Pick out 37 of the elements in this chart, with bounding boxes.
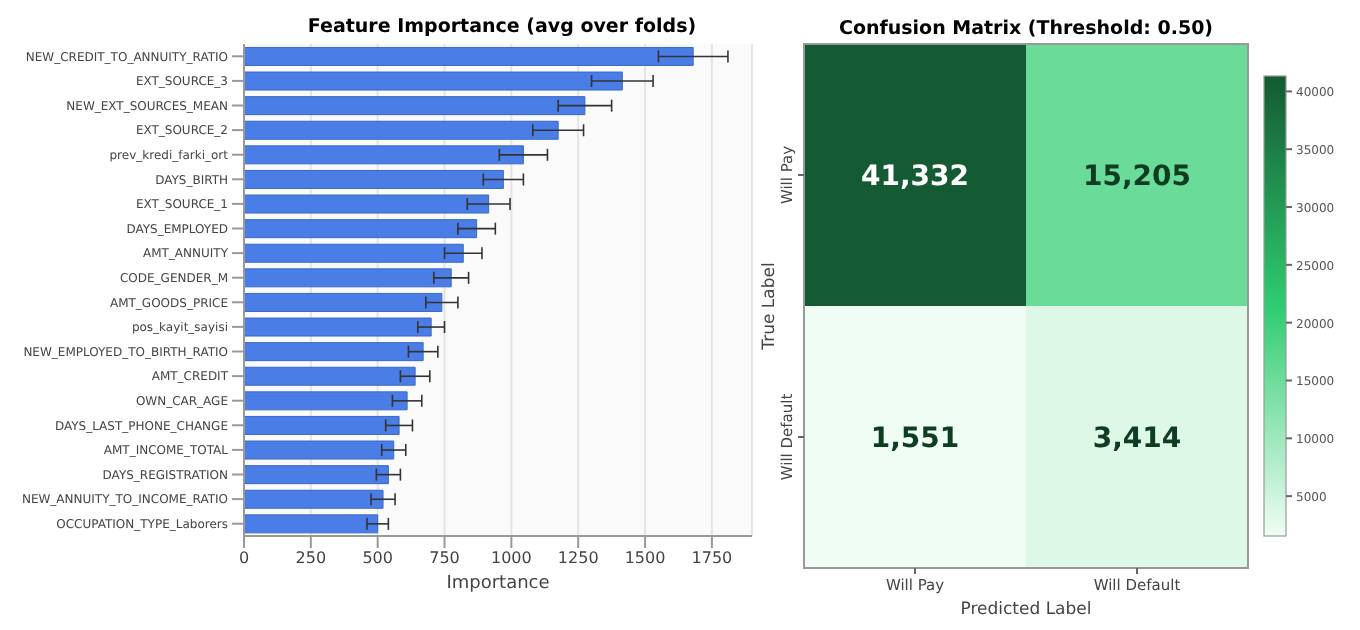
chart-title: Confusion Matrix (Threshold: 0.50)	[838, 18, 1214, 40]
bar	[244, 169, 504, 189]
x-tick-label: 500	[362, 549, 393, 568]
x-tick-label: 1000	[491, 549, 532, 568]
data-label: 1,551	[870, 423, 960, 455]
data-label: 3,414	[1092, 423, 1182, 455]
bar	[244, 317, 432, 337]
bar	[244, 440, 395, 460]
x-tick-label: 1250	[557, 549, 599, 568]
bar	[244, 292, 443, 312]
chart-title: Feature Importance (avg over folds)	[305, 16, 699, 38]
bar	[244, 194, 490, 214]
bar	[244, 145, 524, 165]
bar	[244, 465, 389, 485]
bar	[244, 366, 416, 386]
bar	[244, 391, 408, 411]
data-label: 41,332	[860, 161, 970, 193]
bar	[244, 219, 478, 239]
bar	[244, 342, 424, 362]
data-label: 15,205	[1082, 161, 1192, 193]
bar	[244, 243, 464, 263]
y-axis-title: True Label	[760, 262, 780, 352]
x-tick-label: 1750	[691, 549, 733, 568]
x-tick-label: 750	[429, 549, 460, 568]
bar	[244, 514, 379, 534]
x-tick-label: 0	[238, 549, 250, 568]
bar	[244, 268, 452, 288]
bar	[244, 46, 694, 66]
x-axis-title: Importance	[446, 574, 551, 594]
x-tick-label: 250	[295, 549, 327, 568]
bar	[244, 415, 400, 435]
x-tick-label: 1500	[624, 549, 666, 568]
bar	[244, 120, 559, 140]
bar	[244, 96, 586, 116]
bar	[244, 71, 623, 91]
x-axis-title: Predicted Label	[960, 600, 1092, 620]
bar	[244, 489, 384, 509]
